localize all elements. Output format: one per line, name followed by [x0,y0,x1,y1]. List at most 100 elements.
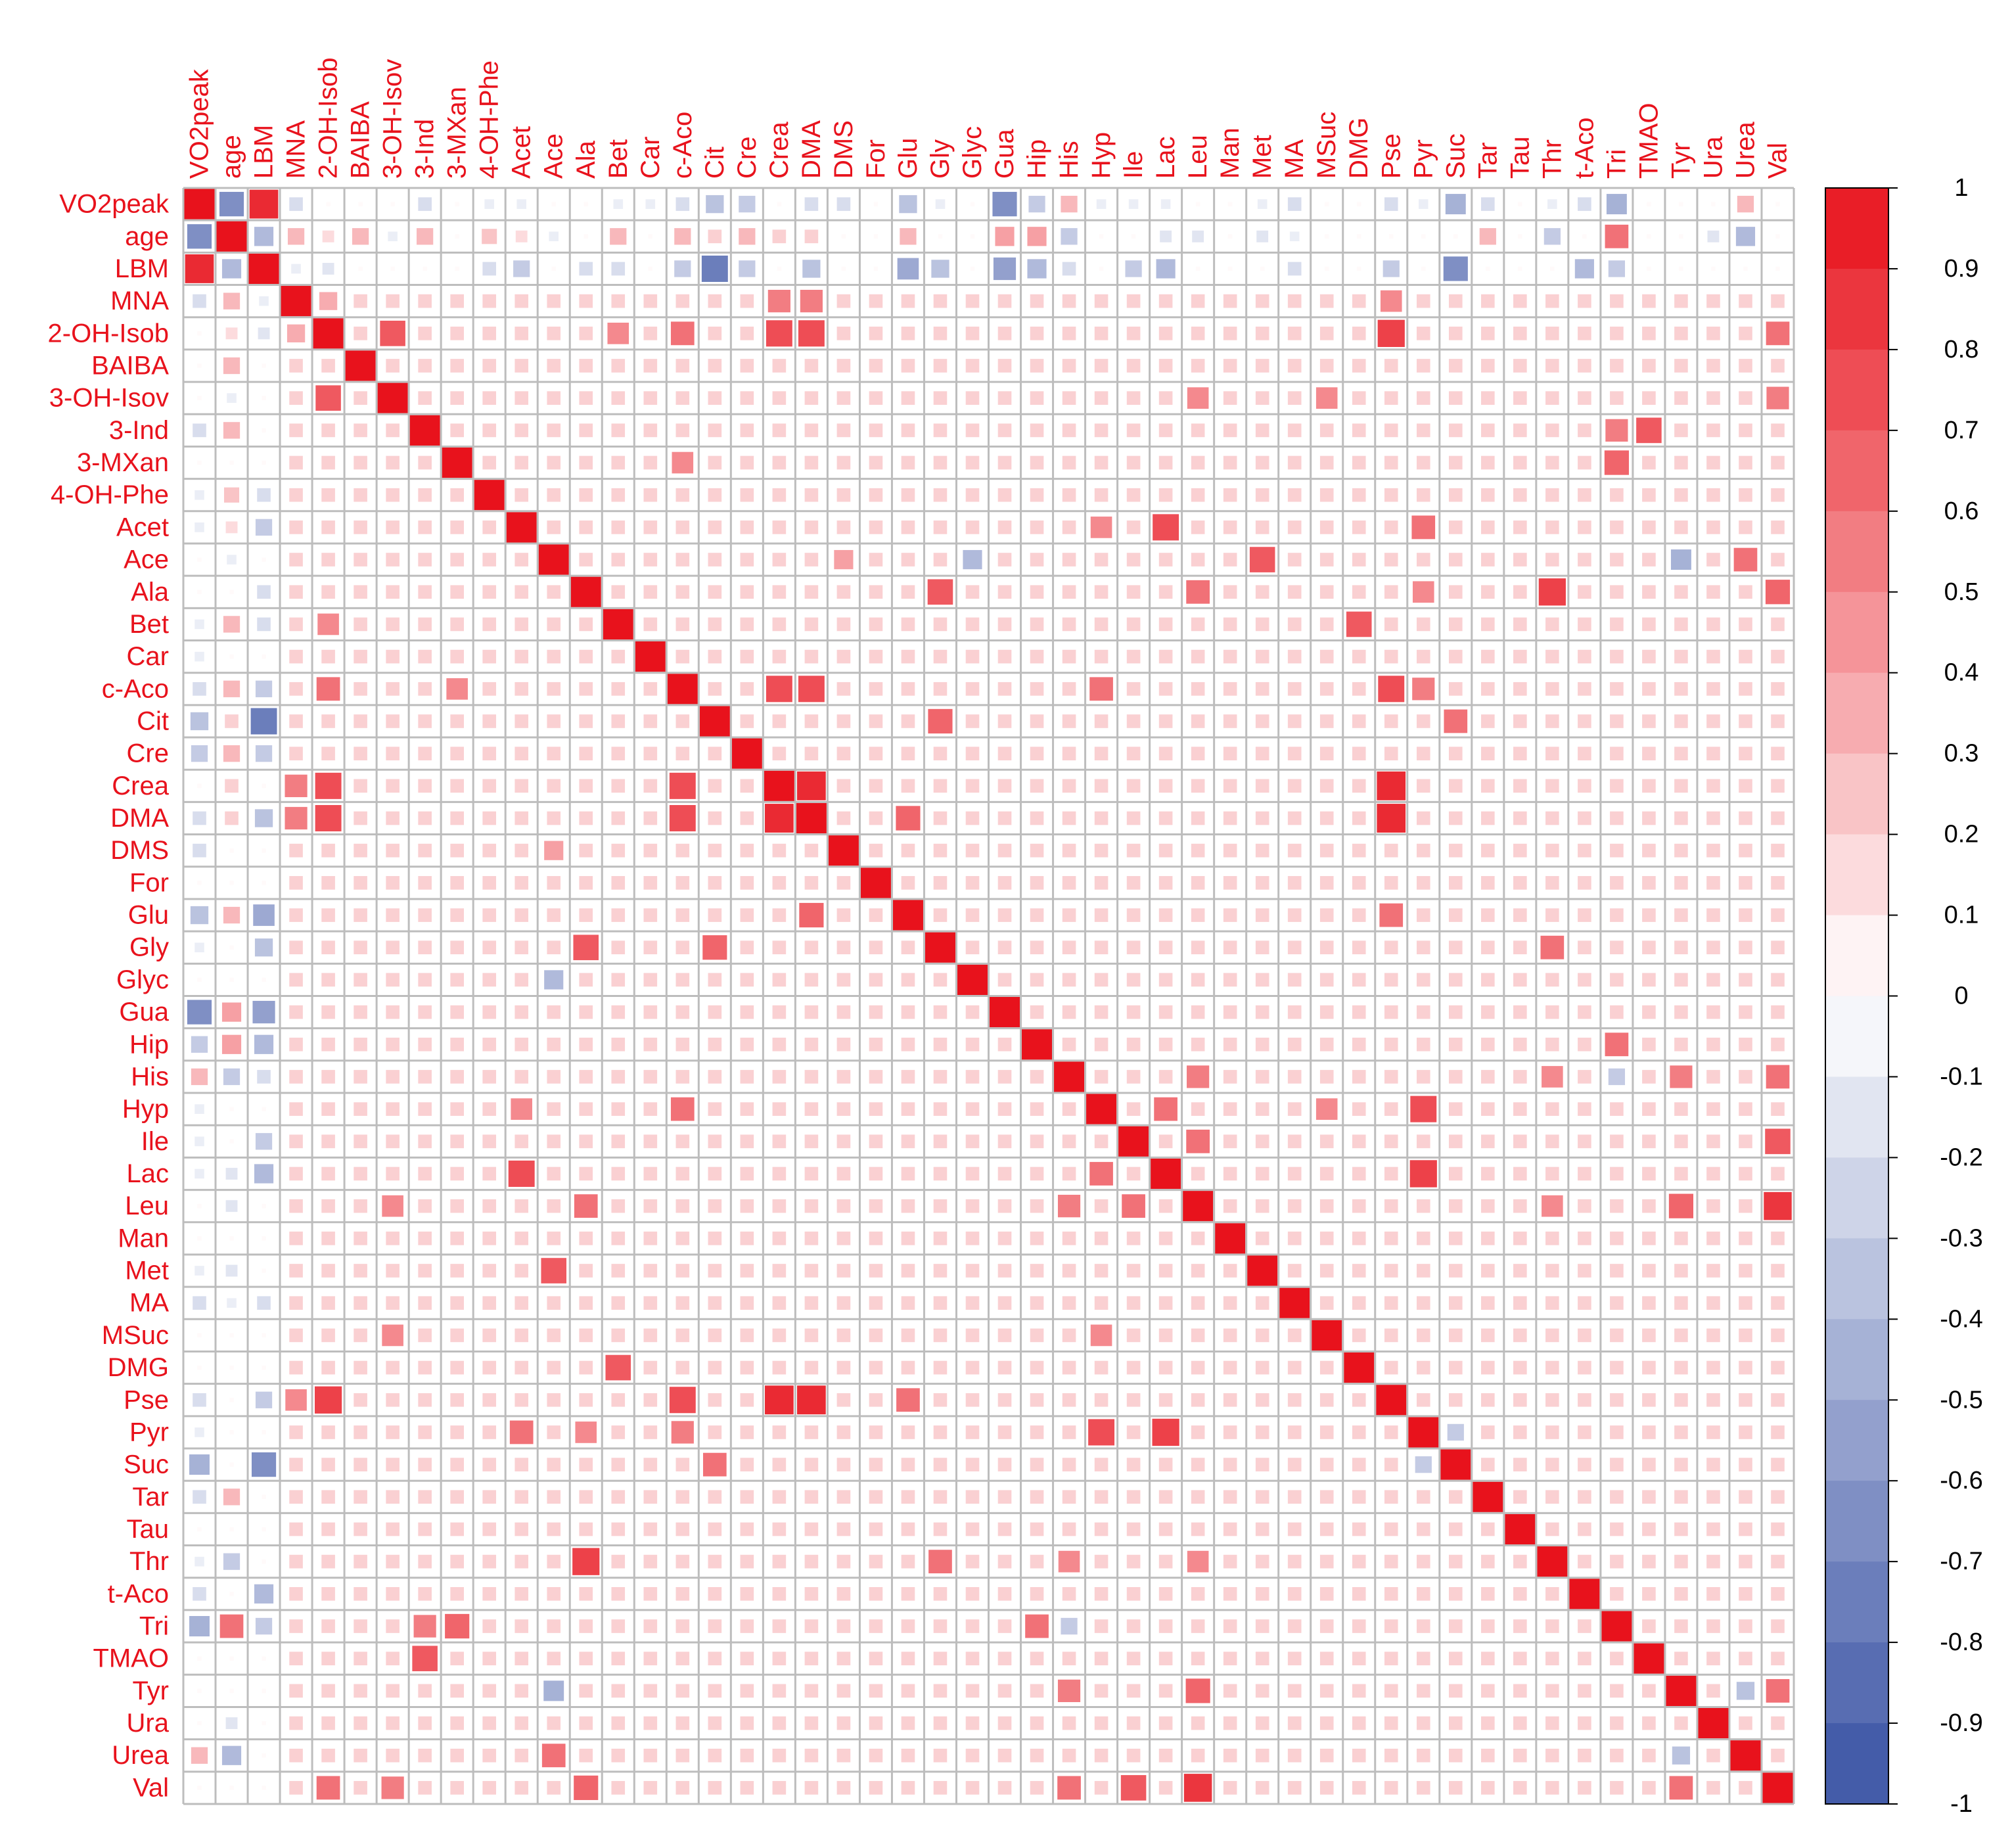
cell-t-Aco-c-Aco [675,1586,690,1601]
cell-Ura-Car [643,1716,658,1730]
cell-Met-Tau [1513,1264,1527,1278]
cell-Tyr-MSuc [1319,1684,1334,1698]
cell-Tri-MA [1287,1619,1302,1633]
cell-Urea-Bet [611,1748,626,1763]
cell-Hip-Ile [1126,1037,1141,1051]
cell-Met-3-Ind [418,1264,432,1278]
cell-Hip-Leu [1191,1037,1205,1051]
cell-Urea-Hyp [1094,1748,1109,1763]
cell-Cre-Glyc [965,747,980,760]
cell-Tar-His [1062,1490,1076,1504]
cell-LBM-Cre [739,260,756,277]
cell-Acet-DMA [804,520,819,534]
cell-Pse-MNA [285,1389,307,1411]
cell-DMS-Tar [1481,843,1495,858]
cell-BAIBA-Man [1223,359,1237,373]
cell-Cit-Leu [1191,714,1205,728]
cell-Cre-age [223,745,240,762]
cell-For-BAIBA [354,876,367,890]
cell-VO2peak-Thr [1547,199,1557,209]
cell-His-For [869,1070,883,1084]
cell-DMG-Bet [605,1354,631,1381]
cell-BAIBA-3-MXan [450,359,464,373]
cell-TMAO-BAIBA [354,1652,367,1666]
cell-TMAO-3-OH-Isov [386,1652,400,1666]
cell-Pse-Thr [1545,1393,1559,1407]
cell-Cit-Cit [699,706,730,737]
cell-Tar-Thr [1545,1490,1559,1504]
cell-DMS-Tyr [1674,843,1688,858]
cell-Glu-LBM [253,904,275,926]
cell-Tau-DMA [804,1522,819,1536]
cell-Car-3-Ind [418,649,432,664]
cell-c-Aco-Met [1255,681,1269,696]
cell-Glyc-DMA [804,973,819,987]
cell-His-Acet [514,1070,529,1084]
cell-For-Bet [611,876,626,890]
cell-Val-Man [1223,1781,1237,1795]
cell-Tyr-Cre [740,1684,754,1698]
cell-age-MA [1289,231,1300,242]
cell-2-OH-Isob-Val [1766,321,1790,346]
cell-Acet-Ala [579,520,593,534]
cell-TMAO-Hip [1030,1652,1044,1666]
cell-Car-MNA [289,649,303,664]
cell-Hyp-Leu [1191,1102,1205,1116]
cell-TMAO-Hyp [1094,1652,1109,1666]
cell-BAIBA-Met [1255,359,1269,373]
cell-BAIBA-Glu [901,359,915,373]
cell-Cit-t-Aco [1578,714,1591,728]
cell-Ile-His [1062,1134,1076,1149]
cell-Man-Lac [1158,1232,1173,1245]
cell-Car-Suc [1448,649,1463,664]
cell-DMS-Val [1771,843,1785,858]
cell-age-Pse [1388,234,1394,239]
cell-Pyr-Tar [1481,1425,1495,1439]
cell-MA-For [869,1296,883,1310]
cell-Glyc-Glu [901,973,915,987]
cell-Thr-MA [1287,1554,1302,1569]
cell-TMAO-DMA [804,1652,819,1666]
cell-Lac-2-OH-Isob [321,1167,335,1181]
cell-Glyc-Car [643,973,658,987]
cell-TMAO-MA [1287,1652,1302,1666]
cell-Pyr-c-Aco [671,1421,694,1444]
cell-TMAO-For [869,1652,883,1666]
cell-Crea-LBM [262,783,266,789]
cell-Ace-TMAO [1642,553,1656,566]
cell-MSuc-Met [1255,1328,1269,1343]
cell-MSuc-Cit [708,1328,722,1343]
cell-Glu-For [869,908,883,922]
cell-Tar-3-Ind [418,1490,432,1504]
cell-age-Cre [739,228,756,245]
cell-LBM-Suc [1443,256,1468,281]
cell-Glu-Glu [892,900,923,931]
cell-Tyr-TMAO [1642,1684,1656,1698]
cell-Hip-Suc [1448,1037,1463,1051]
cell-Hip-Acet [514,1037,529,1051]
cell-MSuc-MA [1287,1328,1302,1343]
cell-3-Ind-MNA [289,423,303,438]
cell-Hip-age [221,1034,242,1054]
cell-4-OH-Phe-Pse [1384,488,1398,502]
cell-TMAO-age [229,1656,234,1661]
cell-Leu-Suc [1448,1199,1463,1213]
cell-Pyr-Pse [1384,1425,1398,1439]
cell-4-OH-Phe-Car [643,488,658,502]
cell-Urea-VO2peak [191,1747,208,1764]
cell-Bet-MSuc [1319,617,1334,632]
cell-Val-age [229,1786,234,1790]
cell-Suc-c-Aco [675,1458,690,1471]
cell-c-Aco-TMAO [1642,681,1656,696]
cell-DMG-Man [1223,1360,1237,1375]
cell-Lac-3-OH-Isov [386,1167,400,1181]
cell-Crea-For [869,779,883,793]
row-label: Acet [116,513,169,542]
cell-Bet-c-Aco [675,617,690,632]
cell-c-Aco-MA [1287,681,1302,696]
cell-Ile-Crea [772,1134,787,1149]
cell-Gua-3-OH-Isov [386,1005,400,1019]
column-label: Glu [894,138,923,179]
cell-MSuc-4-OH-Phe [482,1328,496,1343]
cell-TMAO-Pyr [1416,1652,1430,1666]
